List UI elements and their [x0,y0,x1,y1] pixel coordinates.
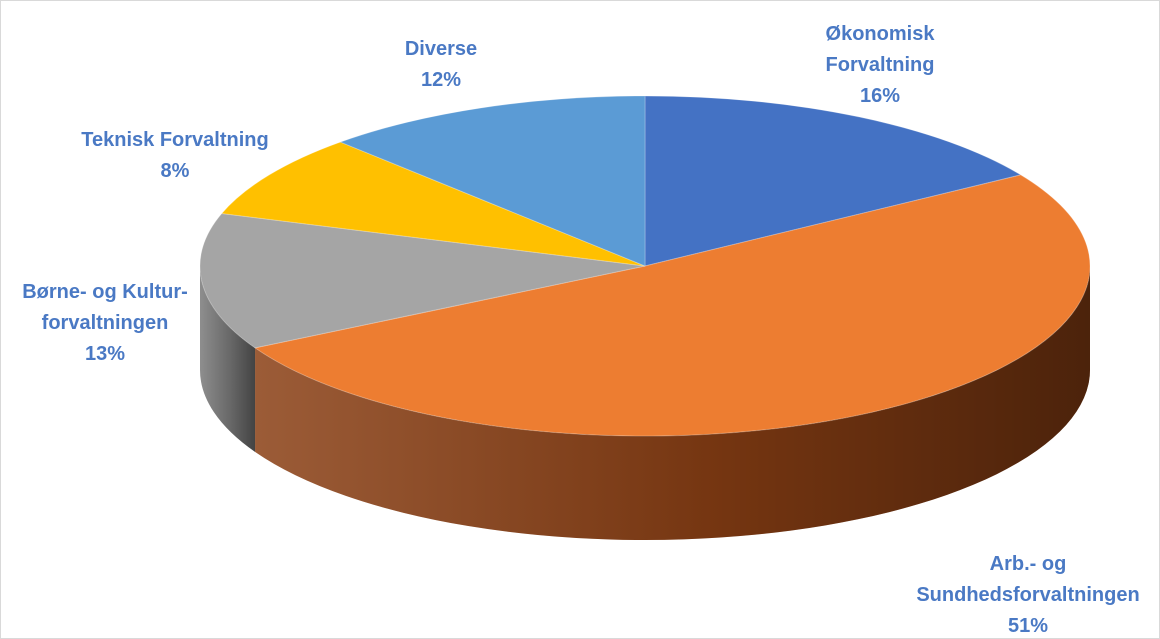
pie-tops [199,95,1091,437]
slice-name-label-0: Forvaltning [826,54,935,76]
slice-name-label-3: Teknisk Forvaltning [81,129,268,151]
slice-percent-label-0: 16% [860,85,900,107]
slice-percent-label-3: 8% [161,160,190,182]
pie-sides [200,266,1091,541]
pie-side-shade-1 [255,266,1091,541]
slice-name-label-1: Sundhedsforvaltningen [916,584,1139,606]
slice-name-label-4: Diverse [405,38,477,60]
pie-side-shade-2 [200,266,256,452]
slice-name-label-2: forvaltningen [42,312,169,334]
pie-top-shade [200,96,1090,436]
slice-percent-label-2: 13% [85,343,125,365]
slice-name-label-1: Arb.- og [990,553,1067,575]
slice-name-label-0: Økonomisk [826,23,936,45]
pie-labels: Økonomisk Forvaltning 16% Arb.- og Sundhedsf… [22,23,1139,637]
slice-percent-label-4: 12% [421,69,461,91]
slice-name-label-2: Børne- og Kultur- [22,281,188,303]
slice-percent-label-1: 51% [1008,615,1048,637]
